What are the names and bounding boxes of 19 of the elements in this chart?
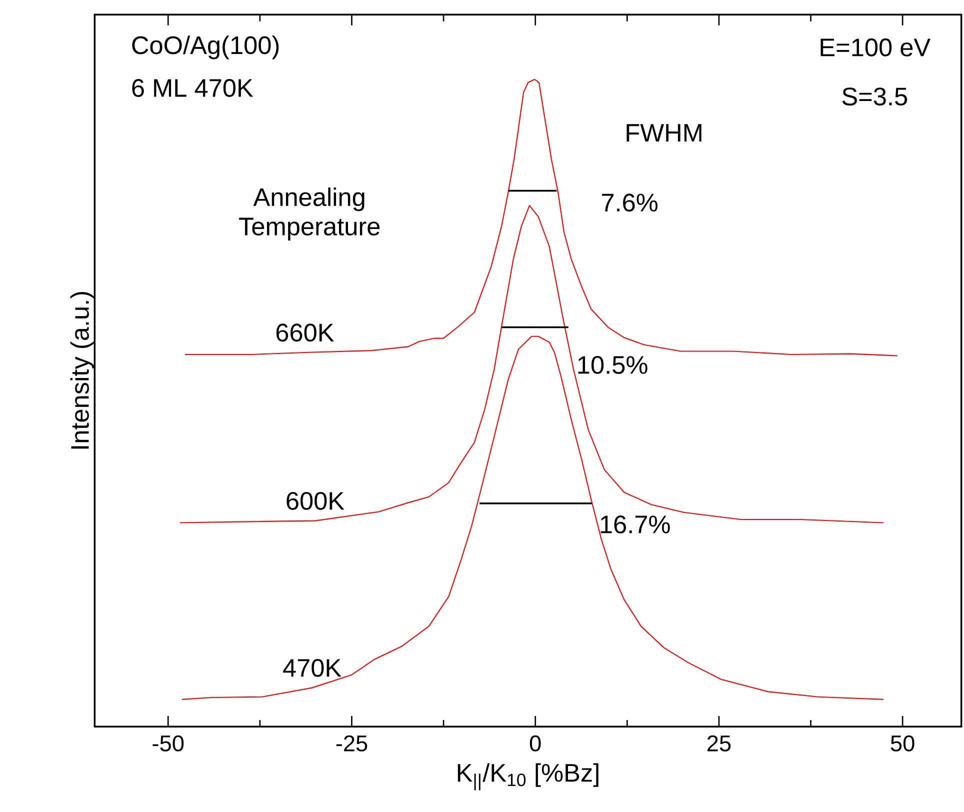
x-tick-label: 25	[708, 735, 731, 752]
annotation: Annealing Temperature	[239, 188, 380, 240]
series-label: 600K	[286, 492, 344, 510]
annotation: FWHM	[626, 124, 702, 142]
annotation: 6 ML 470K	[132, 79, 254, 97]
x-tick-label: 50	[890, 735, 914, 752]
annotation: 10.5%	[578, 356, 648, 374]
x-axis-title: K$_{||}$/K$_{10}$ [%Bz]	[458, 763, 598, 790]
x-tick-label: -50	[152, 735, 184, 752]
text: E=100 eV	[820, 38, 930, 56]
series-label: 660K	[276, 324, 334, 342]
x-tick-label: -25	[336, 735, 368, 752]
series-label: 470K	[283, 658, 342, 677]
text: CoO/Ag(100)	[132, 36, 279, 60]
annotation: S=3.5	[842, 88, 908, 106]
x-tick-label: 0	[530, 735, 541, 752]
y-axis-title: Intensity (a.u.)	[70, 292, 94, 449]
annotation: 7.6%	[602, 194, 658, 212]
annotation: 16.7%	[600, 515, 670, 534]
